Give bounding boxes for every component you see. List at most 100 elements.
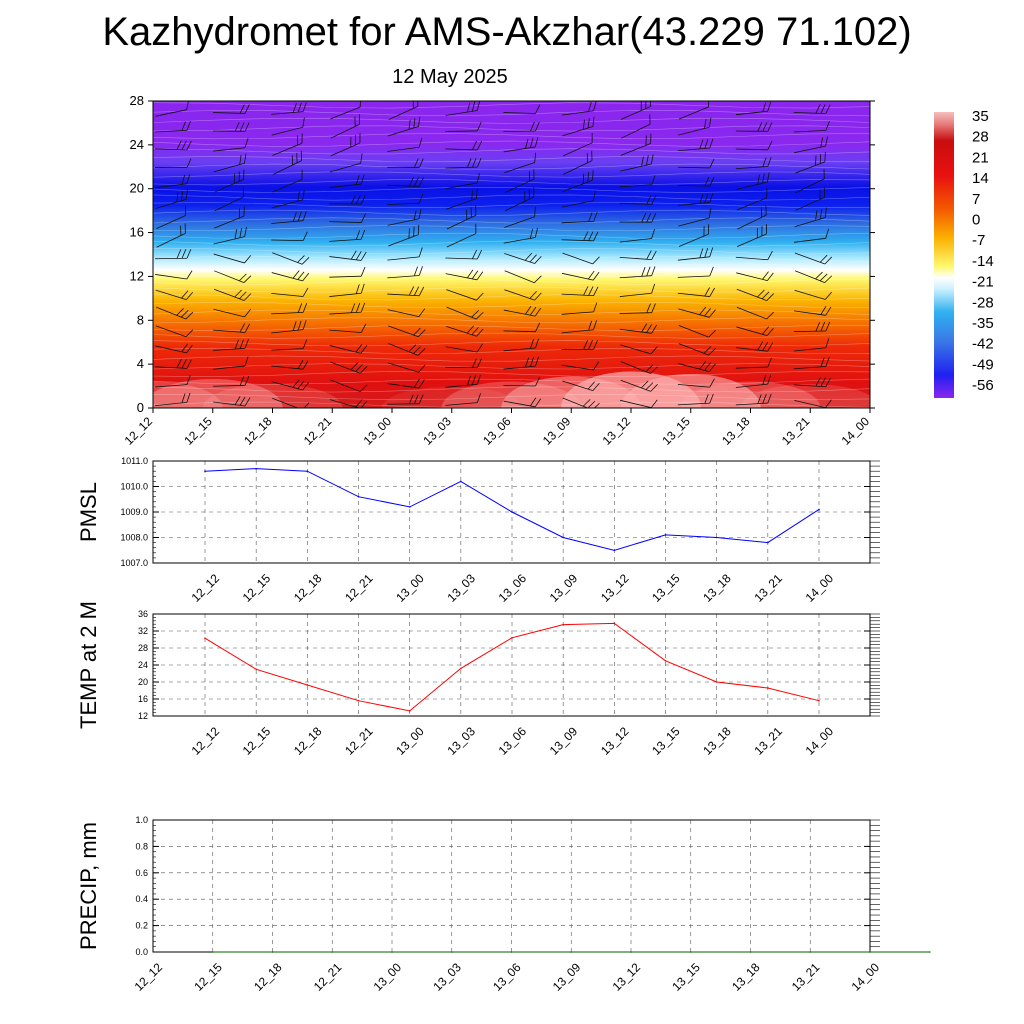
x-tick-label: 13_00 xyxy=(371,960,405,994)
barb-shaft xyxy=(387,293,420,297)
colorbar-label: 0 xyxy=(972,212,980,229)
barb-flag xyxy=(824,275,833,283)
barb-flag xyxy=(820,137,824,148)
y-axis-title: TEMP at 2 M xyxy=(76,601,101,729)
x-tick-label: 13_06 xyxy=(496,571,530,605)
barb-flag xyxy=(766,188,768,198)
barb-shaft xyxy=(329,221,362,223)
barb-flag xyxy=(757,341,764,351)
colorbar-fill xyxy=(934,112,954,398)
barb-flag xyxy=(359,101,361,108)
x-tick-label: 14_00 xyxy=(849,960,883,994)
barb-shaft xyxy=(213,329,246,333)
wind-barb xyxy=(621,114,651,139)
wind-barb xyxy=(330,114,361,139)
colorbar-label: 28 xyxy=(972,129,989,146)
barb-flag xyxy=(766,172,770,183)
wind-barb xyxy=(155,306,194,320)
colorbar-label: 14 xyxy=(972,170,989,187)
barb-flag xyxy=(355,251,362,261)
barb-flag xyxy=(242,187,244,197)
contour-line xyxy=(153,386,870,393)
barb-flag xyxy=(471,375,476,385)
barb-flag xyxy=(533,187,535,198)
barb-shaft xyxy=(271,348,304,351)
wind-barb xyxy=(387,362,426,373)
barb-flag xyxy=(244,153,247,164)
wind-barb xyxy=(329,229,366,242)
contour-line xyxy=(153,102,870,109)
y-tick-label: 4 xyxy=(137,356,144,371)
barb-flag xyxy=(704,394,709,404)
wind-barb xyxy=(213,339,249,351)
barb-flag xyxy=(239,228,243,238)
barb-flag xyxy=(650,399,658,408)
wind-barb xyxy=(736,326,774,337)
wind-barb xyxy=(503,104,541,114)
x-tick-label: 13_15 xyxy=(669,960,703,994)
barb-flag xyxy=(176,249,182,259)
y-tick-label: 8 xyxy=(137,312,144,327)
barb-shaft xyxy=(619,184,652,188)
contour-line xyxy=(153,163,870,170)
barb-flag xyxy=(819,189,821,200)
barb-shaft xyxy=(446,214,477,230)
data-point xyxy=(749,951,752,953)
y-axis-title: PMSL xyxy=(76,482,101,542)
barb-shaft xyxy=(213,236,245,245)
wind-barb xyxy=(271,320,307,334)
wind-barb xyxy=(619,323,658,334)
wind-barb xyxy=(329,213,366,223)
wind-barb xyxy=(735,374,772,388)
wind-barb xyxy=(446,325,484,337)
barb-shaft xyxy=(677,147,710,152)
barb-flag xyxy=(819,254,828,263)
barb-flag xyxy=(583,286,589,296)
barb-shaft xyxy=(504,253,535,264)
barb-flag xyxy=(756,228,758,238)
wind-barb xyxy=(735,341,774,352)
data-point xyxy=(391,951,393,953)
barb-shaft xyxy=(793,330,826,333)
barb-shaft xyxy=(503,112,536,114)
barb-flag xyxy=(418,158,424,168)
barb-flag xyxy=(535,121,540,132)
barb-shaft xyxy=(795,178,825,194)
barb-flag xyxy=(301,169,303,180)
wind-barb xyxy=(213,253,252,264)
barb-flag xyxy=(757,289,765,298)
barb-flag xyxy=(360,266,366,277)
data-point xyxy=(450,951,453,953)
barb-flag xyxy=(708,309,716,318)
barb-flag xyxy=(587,172,589,182)
wind-barb xyxy=(387,378,425,389)
barb-shaft xyxy=(155,366,187,369)
barb-shaft xyxy=(678,343,709,356)
barb-flag xyxy=(646,324,653,333)
colorbar-label: 7 xyxy=(972,191,980,208)
contour-line xyxy=(153,110,870,117)
wind-barb xyxy=(445,358,482,369)
barb-flag xyxy=(466,375,471,386)
barb-flag xyxy=(186,344,193,354)
barb-flag xyxy=(704,362,711,371)
barb-flag xyxy=(588,231,594,241)
contour-line xyxy=(153,140,870,147)
data-point xyxy=(271,951,274,953)
barb-flag xyxy=(185,311,194,320)
barb-flag xyxy=(360,153,363,164)
barb-flag xyxy=(649,101,651,107)
barb-shaft xyxy=(155,325,187,338)
wind-barb xyxy=(445,249,483,260)
barb-flag xyxy=(762,341,769,351)
barb-flag xyxy=(765,205,767,216)
barb-flag xyxy=(239,154,242,165)
wind-barb xyxy=(154,249,192,260)
x-tick-label: 12_12 xyxy=(122,414,156,448)
barb-shaft xyxy=(156,215,186,230)
barb-flag xyxy=(297,191,300,202)
barb-flag xyxy=(471,310,479,318)
barb-shaft xyxy=(561,329,594,334)
wind-barb xyxy=(271,270,310,282)
barb-flag xyxy=(408,286,415,296)
